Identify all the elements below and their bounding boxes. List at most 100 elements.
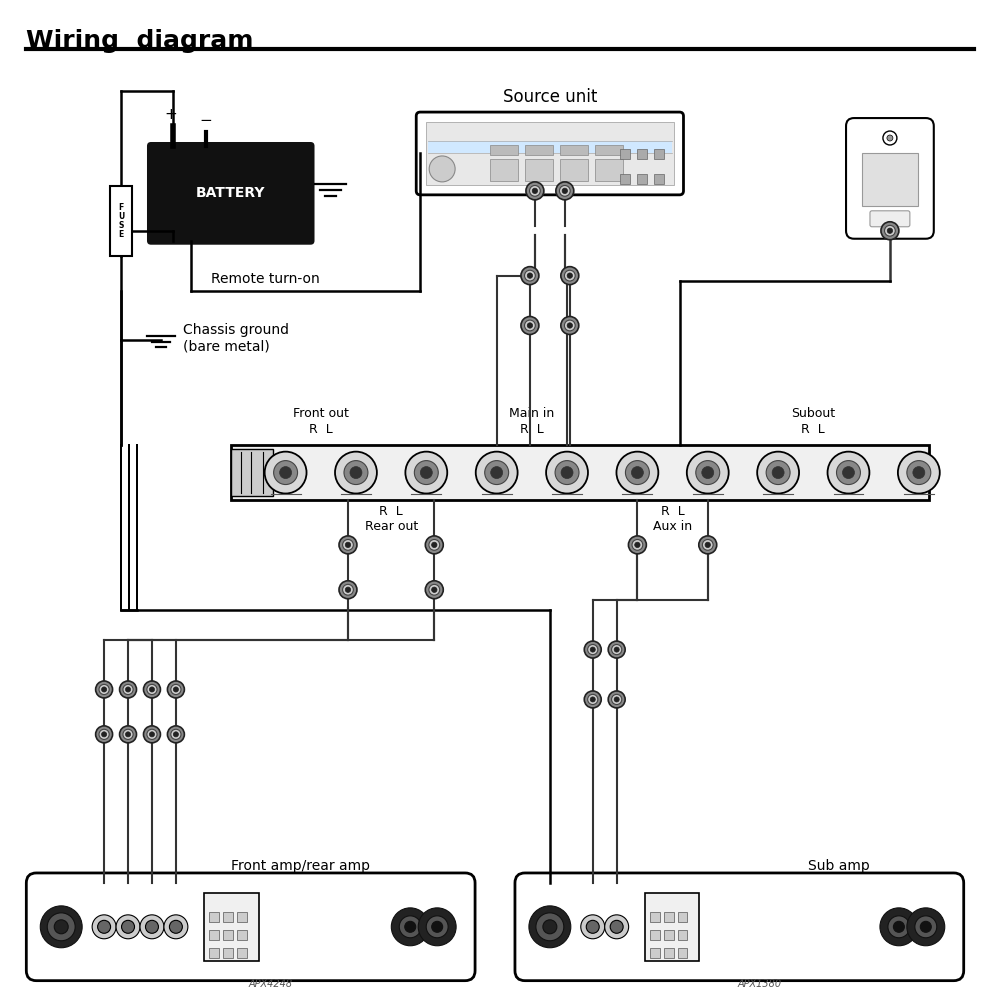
Circle shape — [274, 461, 298, 485]
Text: Remote turn-on: Remote turn-on — [211, 272, 320, 286]
Circle shape — [561, 317, 579, 334]
Circle shape — [339, 581, 357, 599]
Circle shape — [915, 916, 937, 938]
Bar — [231, 445, 929, 500]
Circle shape — [705, 542, 710, 548]
Circle shape — [772, 467, 784, 479]
Text: Sub amp: Sub amp — [808, 859, 870, 873]
Circle shape — [92, 915, 116, 939]
Circle shape — [564, 320, 575, 331]
Bar — [650, 912, 660, 922]
Circle shape — [426, 916, 448, 938]
Text: Wiring  diagram: Wiring diagram — [26, 29, 254, 53]
Circle shape — [420, 467, 432, 479]
Circle shape — [837, 461, 860, 485]
Circle shape — [881, 222, 899, 240]
Circle shape — [143, 681, 160, 698]
FancyBboxPatch shape — [870, 211, 910, 227]
Circle shape — [556, 182, 574, 200]
Text: +: + — [165, 107, 177, 122]
Circle shape — [766, 461, 790, 485]
Bar — [595, 145, 623, 155]
Circle shape — [605, 915, 629, 939]
Circle shape — [887, 228, 893, 233]
Circle shape — [173, 732, 178, 737]
Circle shape — [171, 729, 181, 739]
Circle shape — [590, 647, 595, 652]
Text: Source unit: Source unit — [503, 88, 597, 106]
Circle shape — [145, 920, 158, 933]
Circle shape — [584, 641, 601, 658]
Circle shape — [610, 920, 623, 933]
Circle shape — [143, 726, 160, 743]
Bar — [560, 159, 588, 181]
Bar — [223, 912, 233, 922]
Bar — [664, 948, 674, 958]
Circle shape — [429, 584, 440, 595]
Circle shape — [40, 906, 82, 948]
Text: APX1380: APX1380 — [737, 979, 781, 989]
Bar — [650, 948, 660, 958]
Circle shape — [529, 906, 571, 948]
Circle shape — [628, 536, 646, 554]
Circle shape — [614, 697, 619, 702]
Text: R  L: R L — [801, 423, 825, 436]
Circle shape — [140, 915, 164, 939]
Bar — [237, 912, 247, 922]
Circle shape — [485, 461, 509, 485]
Circle shape — [696, 461, 720, 485]
Circle shape — [584, 691, 601, 708]
Circle shape — [567, 273, 572, 278]
Bar — [209, 948, 219, 958]
Text: −: − — [199, 113, 212, 128]
Circle shape — [167, 726, 184, 743]
Circle shape — [880, 908, 918, 946]
Circle shape — [147, 729, 157, 739]
Circle shape — [546, 452, 588, 494]
Circle shape — [581, 915, 605, 939]
Circle shape — [123, 729, 133, 739]
Text: Subout: Subout — [791, 407, 835, 420]
FancyBboxPatch shape — [416, 112, 683, 195]
Circle shape — [122, 920, 135, 933]
Circle shape — [893, 921, 904, 932]
Bar — [223, 948, 233, 958]
Circle shape — [350, 467, 362, 479]
Bar — [237, 930, 247, 940]
Bar — [237, 948, 247, 958]
Text: Rear out: Rear out — [365, 520, 418, 533]
Text: Front amp/rear amp: Front amp/rear amp — [231, 859, 370, 873]
Circle shape — [562, 188, 568, 194]
Bar — [620, 149, 630, 159]
Circle shape — [527, 273, 533, 278]
Circle shape — [418, 908, 456, 946]
Bar — [664, 930, 674, 940]
Circle shape — [432, 921, 443, 932]
Bar — [209, 912, 219, 922]
Circle shape — [530, 185, 540, 196]
Circle shape — [116, 915, 140, 939]
Circle shape — [102, 687, 107, 692]
Bar — [637, 174, 647, 184]
Circle shape — [343, 584, 353, 595]
Circle shape — [590, 697, 595, 702]
Circle shape — [343, 539, 353, 550]
Circle shape — [432, 542, 437, 548]
Text: APX4248: APX4248 — [249, 979, 293, 989]
Circle shape — [149, 732, 155, 737]
Bar — [595, 159, 623, 181]
Text: R  L: R L — [520, 423, 544, 436]
FancyBboxPatch shape — [147, 142, 315, 245]
Circle shape — [543, 920, 557, 934]
Circle shape — [612, 644, 622, 655]
Circle shape — [561, 467, 573, 479]
Bar — [525, 159, 553, 181]
Text: R  L: R L — [661, 505, 684, 518]
Circle shape — [526, 182, 544, 200]
Circle shape — [491, 467, 503, 479]
Bar — [654, 174, 664, 184]
Bar — [645, 893, 699, 961]
Circle shape — [125, 687, 131, 692]
Circle shape — [123, 684, 133, 695]
Circle shape — [907, 461, 931, 485]
